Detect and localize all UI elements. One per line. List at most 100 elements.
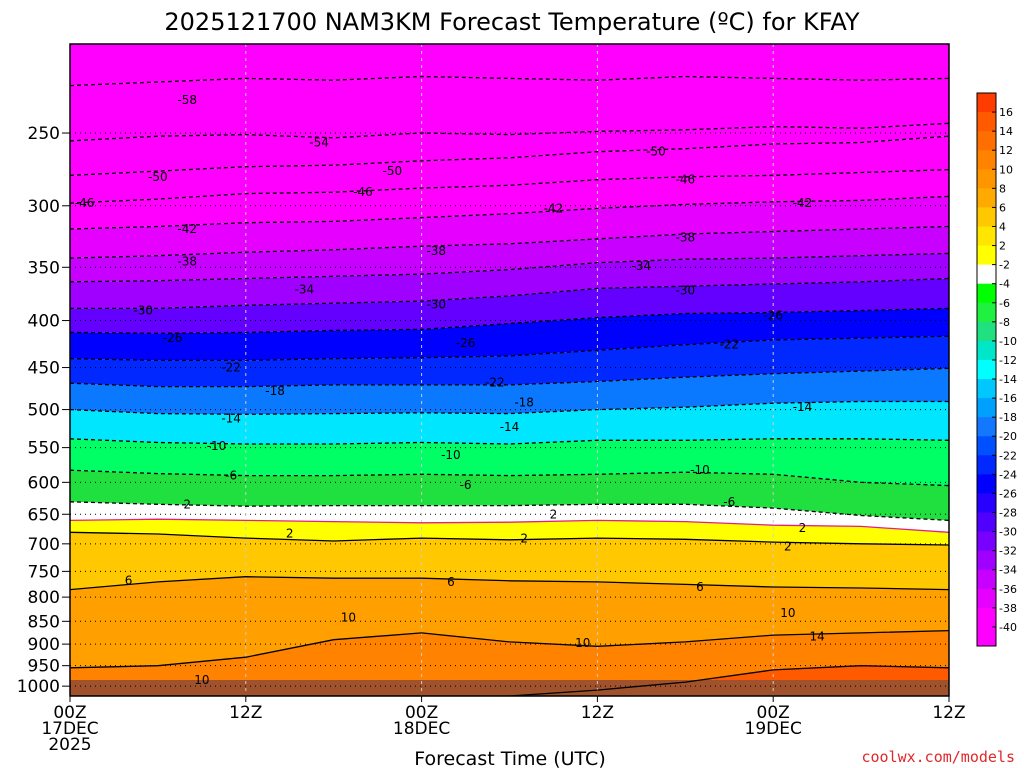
colorbar-swatch bbox=[977, 283, 996, 304]
colorbar-swatch bbox=[977, 455, 996, 475]
temperature-band bbox=[70, 196, 949, 259]
colorbar-swatch bbox=[977, 359, 996, 380]
colorbar-swatch bbox=[977, 169, 996, 189]
temperature-band bbox=[70, 576, 949, 668]
contour-label: -22 bbox=[221, 361, 241, 375]
colorbar-label: -8 bbox=[999, 316, 1010, 329]
y-tick-label: 800 bbox=[28, 588, 60, 608]
y-tick-label: 550 bbox=[28, 439, 60, 459]
contour-label: -18 bbox=[514, 395, 534, 409]
y-axis: 250 300 350 400 450 500 550 600 650 700 750 800 850 9… bbox=[17, 124, 70, 697]
contour-label: 6 bbox=[696, 580, 704, 594]
y-tick-label: 300 bbox=[28, 197, 60, 217]
colorbar-label: -12 bbox=[999, 354, 1017, 367]
colorbar-swatch bbox=[977, 626, 996, 647]
y-tick-label: 1000 bbox=[17, 677, 60, 697]
contour-label: -50 bbox=[382, 164, 402, 178]
x-tick-label: 12Z bbox=[581, 703, 614, 723]
contour-label: 14 bbox=[810, 630, 825, 644]
x-tick-label: 17DEC bbox=[41, 719, 98, 739]
y-tick-label: 750 bbox=[28, 562, 60, 582]
temperature-band bbox=[70, 336, 949, 387]
contour-label: -42 bbox=[177, 222, 197, 236]
colorbar-swatch bbox=[977, 398, 996, 418]
x-tick-label: 12Z bbox=[229, 703, 262, 723]
colorbar-swatch bbox=[977, 474, 996, 494]
credit-link[interactable]: coolwx.com/models bbox=[861, 748, 1015, 766]
temperature-band bbox=[70, 226, 949, 282]
colorbar-label: -20 bbox=[999, 430, 1017, 443]
contour-label: 2 bbox=[286, 526, 294, 540]
colorbar-swatch bbox=[977, 417, 996, 437]
contour-label: 2 bbox=[520, 532, 528, 546]
plot-frame bbox=[69, 43, 950, 697]
colorbar-label: -16 bbox=[999, 392, 1017, 405]
contour-line bbox=[70, 665, 949, 696]
contour-label: 2 bbox=[550, 507, 558, 521]
contour-label: -38 bbox=[426, 244, 446, 258]
colorbar-legend: 16 14 12 10 8 6 4 2 -2 -4 -6 -8 -10 -12 -14 -16 -18 -20 -2… bbox=[976, 92, 1017, 647]
contour-label: -26 bbox=[456, 336, 476, 350]
colorbar-swatch bbox=[977, 245, 996, 266]
contour-label: -14 bbox=[793, 400, 813, 414]
y-tick-label: 500 bbox=[28, 401, 60, 421]
colorbar-label: -14 bbox=[999, 373, 1017, 386]
temperature-band bbox=[70, 278, 949, 334]
colorbar-label: 10 bbox=[999, 163, 1013, 176]
y-tick-label: 650 bbox=[28, 505, 60, 525]
contour-label: -42 bbox=[793, 196, 813, 210]
contour-label: -14 bbox=[221, 411, 241, 425]
contour-label: -18 bbox=[265, 384, 285, 398]
temperature-band bbox=[70, 169, 949, 229]
contour-labels: -58 -54 -50 -50 -50 -46 -46 -46 -42 -42 -42 -38 -38 -… bbox=[75, 93, 825, 687]
colorbar-label: 16 bbox=[999, 106, 1013, 119]
contour-line bbox=[70, 576, 949, 591]
colorbar-label: -18 bbox=[999, 411, 1017, 424]
colorbar-swatch bbox=[977, 207, 996, 227]
ground-terrain bbox=[70, 680, 949, 696]
contour-label: -50 bbox=[148, 170, 168, 184]
temperature-band bbox=[70, 308, 949, 361]
temperature-band bbox=[70, 44, 949, 86]
contour-label: 10 bbox=[575, 636, 590, 650]
temperature-band bbox=[70, 630, 949, 696]
temperature-band bbox=[70, 401, 949, 444]
contour-line bbox=[70, 531, 949, 546]
colorbar-swatch bbox=[977, 607, 996, 628]
x-tick-label: 2025 bbox=[48, 735, 91, 755]
colorbar-label: -32 bbox=[999, 545, 1017, 558]
temperature-band bbox=[70, 501, 949, 533]
colorbar-swatch bbox=[977, 112, 996, 132]
colorbar-label: -28 bbox=[999, 507, 1017, 520]
colorbar-label: 8 bbox=[999, 182, 1006, 195]
y-tick-label: 250 bbox=[28, 124, 60, 144]
colorbar-swatch bbox=[977, 302, 996, 323]
colorbar-swatch bbox=[977, 188, 996, 208]
colorbar-swatch bbox=[977, 321, 996, 342]
contour-line bbox=[70, 518, 949, 533]
temperature-band bbox=[70, 253, 949, 309]
colorbar-label: -38 bbox=[999, 602, 1017, 615]
contour-label: -6 bbox=[723, 495, 735, 509]
colorbar-swatch bbox=[977, 569, 996, 590]
colorbar-swatch bbox=[977, 93, 996, 113]
colorbar-label: -30 bbox=[999, 526, 1017, 539]
contour-label: -26 bbox=[163, 331, 183, 345]
x-tick-label: 12Z bbox=[932, 703, 965, 723]
colorbar-label: -26 bbox=[999, 487, 1017, 500]
contour-label: -26 bbox=[763, 309, 783, 323]
colorbar-swatch bbox=[977, 340, 996, 361]
contour-label: -10 bbox=[441, 448, 461, 462]
contour-label: -30 bbox=[426, 297, 446, 311]
contour-label: -38 bbox=[177, 255, 197, 269]
y-tick-label: 600 bbox=[28, 473, 60, 493]
colorbar-frame bbox=[976, 92, 997, 647]
contour-label: 10 bbox=[341, 611, 356, 625]
temperature-fills bbox=[70, 44, 949, 696]
y-tick-label: 950 bbox=[28, 657, 60, 677]
colorbar-label: 14 bbox=[999, 125, 1013, 138]
temperature-band bbox=[70, 368, 949, 415]
colorbar-swatch bbox=[977, 493, 996, 514]
plot-area: -58 -54 -50 -50 -50 -46 -46 -46 -42 -42 -42 -38 -38 -… bbox=[70, 44, 949, 696]
